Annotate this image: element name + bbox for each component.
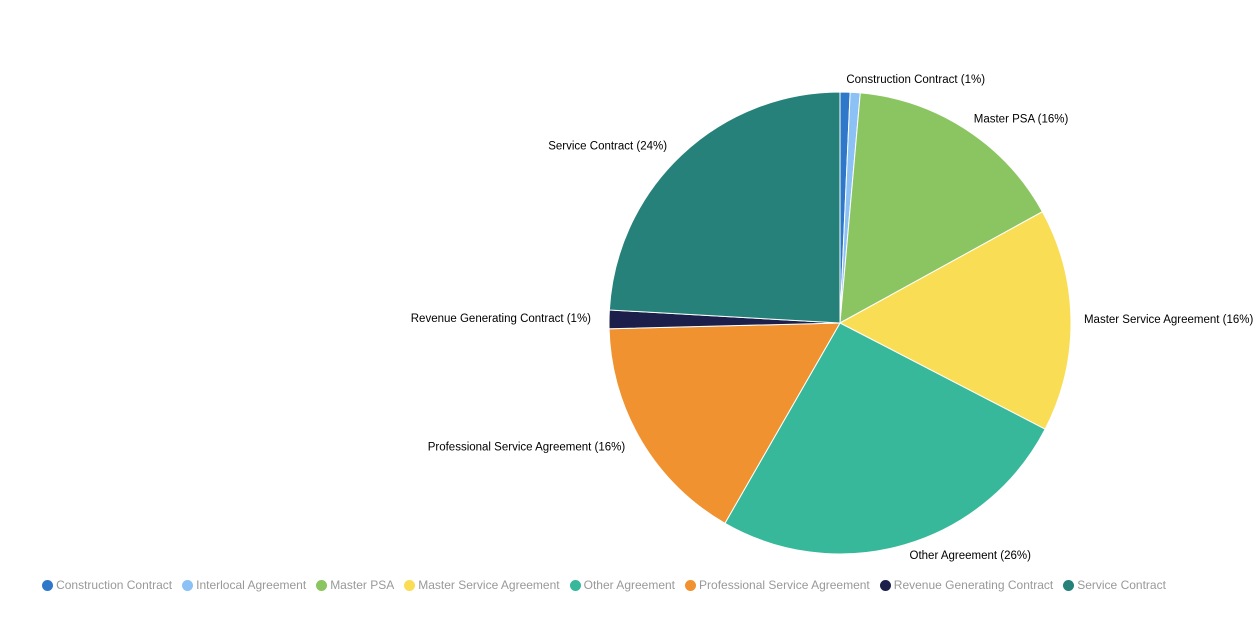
- legend-label: Other Agreement: [583, 578, 676, 592]
- legend-item[interactable]: Other Agreement: [569, 578, 676, 592]
- legend: Construction Contract Interlocal Agreemen…: [0, 578, 1258, 592]
- legend-label: Professional Service Agreement: [699, 578, 870, 592]
- legend-item[interactable]: Revenue Generating Contract: [879, 578, 1054, 592]
- legend-label: Service Contract: [1077, 578, 1166, 592]
- legend-marker: [182, 579, 194, 591]
- pie-slice-other-agreement[interactable]: [724, 322, 1046, 555]
- legend-item[interactable]: Service Contract: [1063, 578, 1166, 592]
- legend-item[interactable]: Construction Contract: [42, 578, 172, 592]
- data-label: Master Service Agreement (16%): [1084, 314, 1254, 326]
- legend-label: Master Service Agreement: [418, 578, 560, 592]
- legend-item[interactable]: Professional Service Agreement: [685, 578, 870, 592]
- legend-item[interactable]: Master Service Agreement: [404, 578, 560, 592]
- pie-slice-master-psa[interactable]: [839, 92, 1044, 324]
- data-label: Master PSA (16%): [974, 113, 1069, 125]
- data-label: Construction Contract (1%): [846, 74, 985, 86]
- legend-item[interactable]: Interlocal Agreement: [182, 578, 306, 592]
- legend-marker: [404, 579, 416, 591]
- legend-marker: [1063, 579, 1075, 591]
- pie-slice-service-contract[interactable]: [608, 91, 841, 324]
- legend-item[interactable]: Master PSA: [316, 578, 394, 592]
- legend-marker: [569, 579, 581, 591]
- legend-label: Master PSA: [330, 578, 395, 592]
- data-label: Revenue Generating Contract (1%): [411, 313, 591, 325]
- legend-label: Revenue Generating Contract: [893, 578, 1054, 592]
- data-label: Other Agreement (26%): [910, 550, 1032, 562]
- legend-marker: [42, 579, 54, 591]
- legend-marker: [685, 579, 697, 591]
- legend-marker: [879, 579, 891, 591]
- legend-label: Interlocal Agreement: [196, 578, 307, 592]
- legend-marker: [316, 579, 328, 591]
- data-label: Professional Service Agreement (16%): [428, 441, 626, 453]
- pie-slice-master-service-agreement[interactable]: [838, 211, 1072, 430]
- pie-slice-professional-service-agreement[interactable]: [608, 322, 841, 524]
- legend-label: Construction Contract: [56, 578, 173, 592]
- data-label: Service Contract (24%): [548, 140, 667, 152]
